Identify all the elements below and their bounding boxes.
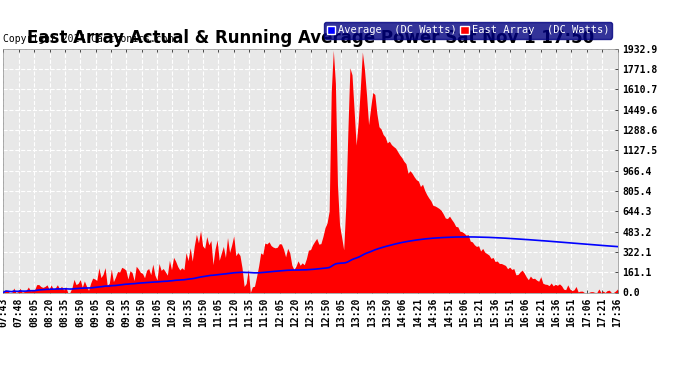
Legend: Average  (DC Watts), East Array  (DC Watts): Average (DC Watts), East Array (DC Watts… — [324, 22, 612, 39]
Text: Copyright 2014 Cartronics.com: Copyright 2014 Cartronics.com — [3, 34, 174, 44]
Title: East Array Actual & Running Average Power Sat Nov 1 17:50: East Array Actual & Running Average Powe… — [27, 29, 594, 47]
